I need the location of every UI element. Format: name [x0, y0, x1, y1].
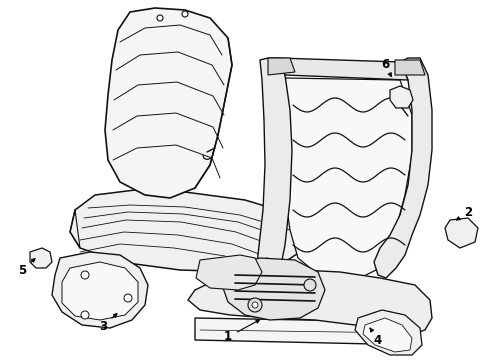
Polygon shape: [255, 58, 292, 295]
Text: 6: 6: [381, 58, 391, 76]
Circle shape: [81, 271, 89, 279]
Polygon shape: [374, 58, 432, 278]
Text: 4: 4: [370, 328, 382, 346]
Circle shape: [252, 302, 258, 308]
Circle shape: [304, 279, 316, 291]
Circle shape: [81, 311, 89, 319]
Circle shape: [248, 298, 262, 312]
Polygon shape: [278, 58, 408, 80]
Polygon shape: [363, 318, 412, 352]
Polygon shape: [390, 86, 413, 108]
Text: 2: 2: [457, 207, 472, 220]
Polygon shape: [105, 8, 232, 198]
Polygon shape: [222, 258, 325, 320]
Polygon shape: [445, 218, 478, 248]
Text: 1: 1: [224, 320, 260, 343]
Polygon shape: [52, 252, 148, 328]
Circle shape: [157, 15, 163, 21]
Polygon shape: [196, 255, 262, 290]
Polygon shape: [283, 78, 412, 278]
Polygon shape: [70, 190, 308, 272]
Polygon shape: [195, 318, 418, 345]
Polygon shape: [395, 60, 425, 75]
Polygon shape: [355, 310, 422, 355]
Circle shape: [182, 11, 188, 17]
Polygon shape: [62, 262, 138, 320]
Text: 5: 5: [18, 258, 35, 276]
Circle shape: [124, 294, 132, 302]
Text: 3: 3: [99, 314, 117, 333]
Polygon shape: [30, 248, 52, 268]
Polygon shape: [268, 58, 295, 75]
Polygon shape: [188, 270, 432, 335]
